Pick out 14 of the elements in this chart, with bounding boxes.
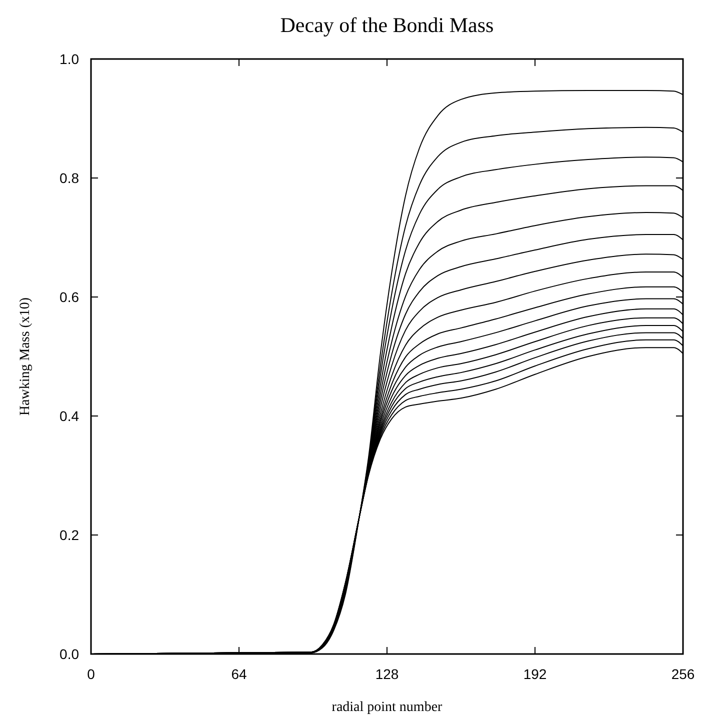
x-tick-label: 192	[523, 666, 547, 682]
y-tick-label: 0.4	[60, 408, 80, 424]
y-tick-label: 0.2	[60, 526, 80, 543]
x-tick-label: 64	[231, 666, 247, 682]
y-tick-label: 1.0	[60, 50, 80, 67]
x-tick-label: 128	[375, 666, 399, 682]
x-tick-label: 256	[671, 666, 695, 682]
y-tick-label: 0.0	[60, 646, 80, 662]
y-tick-label: 0.8	[60, 170, 80, 186]
x-tick-label: 0	[87, 666, 96, 682]
chart-title: Decay of the Bondi Mass	[280, 13, 494, 37]
x-axis-title: radial point number	[332, 700, 443, 715]
y-tick-label: 0.6	[60, 288, 80, 305]
y-axis-title: Hawking Mass (x10)	[18, 297, 33, 416]
